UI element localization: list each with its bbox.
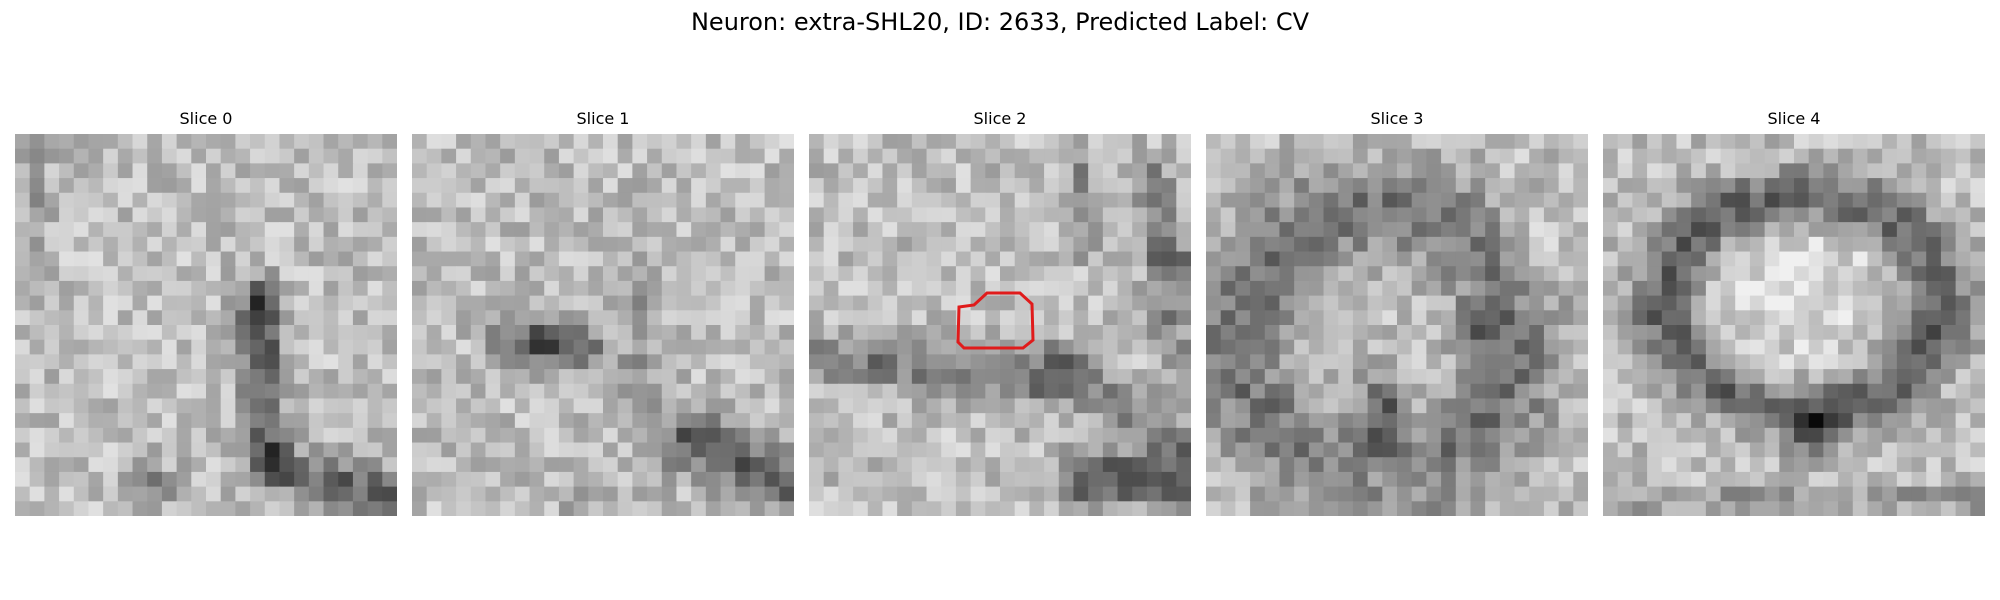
slice-image-3 [1206, 134, 1588, 516]
segmentation-contour [956, 291, 1035, 350]
slice-title-3: Slice 3 [1370, 109, 1424, 128]
slice-panel-4: Slice 4 [1603, 104, 1985, 516]
slice-title-4: Slice 4 [1767, 109, 1821, 128]
slice-image-0 [15, 134, 397, 516]
slice-image-1 [412, 134, 794, 516]
slice-title-2: Slice 2 [973, 109, 1027, 128]
slice-panel-0: Slice 0 [15, 104, 397, 516]
slice-title-0: Slice 0 [179, 109, 233, 128]
slice-panel-3: Slice 3 [1206, 104, 1588, 516]
figure-title: Neuron: extra-SHL20, ID: 2633, Predicted… [690, 8, 1310, 36]
slice-panel-1: Slice 1 [412, 104, 794, 516]
slice-panel-2: Slice 2 [809, 104, 1191, 516]
slice-title-1: Slice 1 [576, 109, 630, 128]
slice-image-4 [1603, 134, 1985, 516]
slice-image-2 [809, 134, 1191, 516]
